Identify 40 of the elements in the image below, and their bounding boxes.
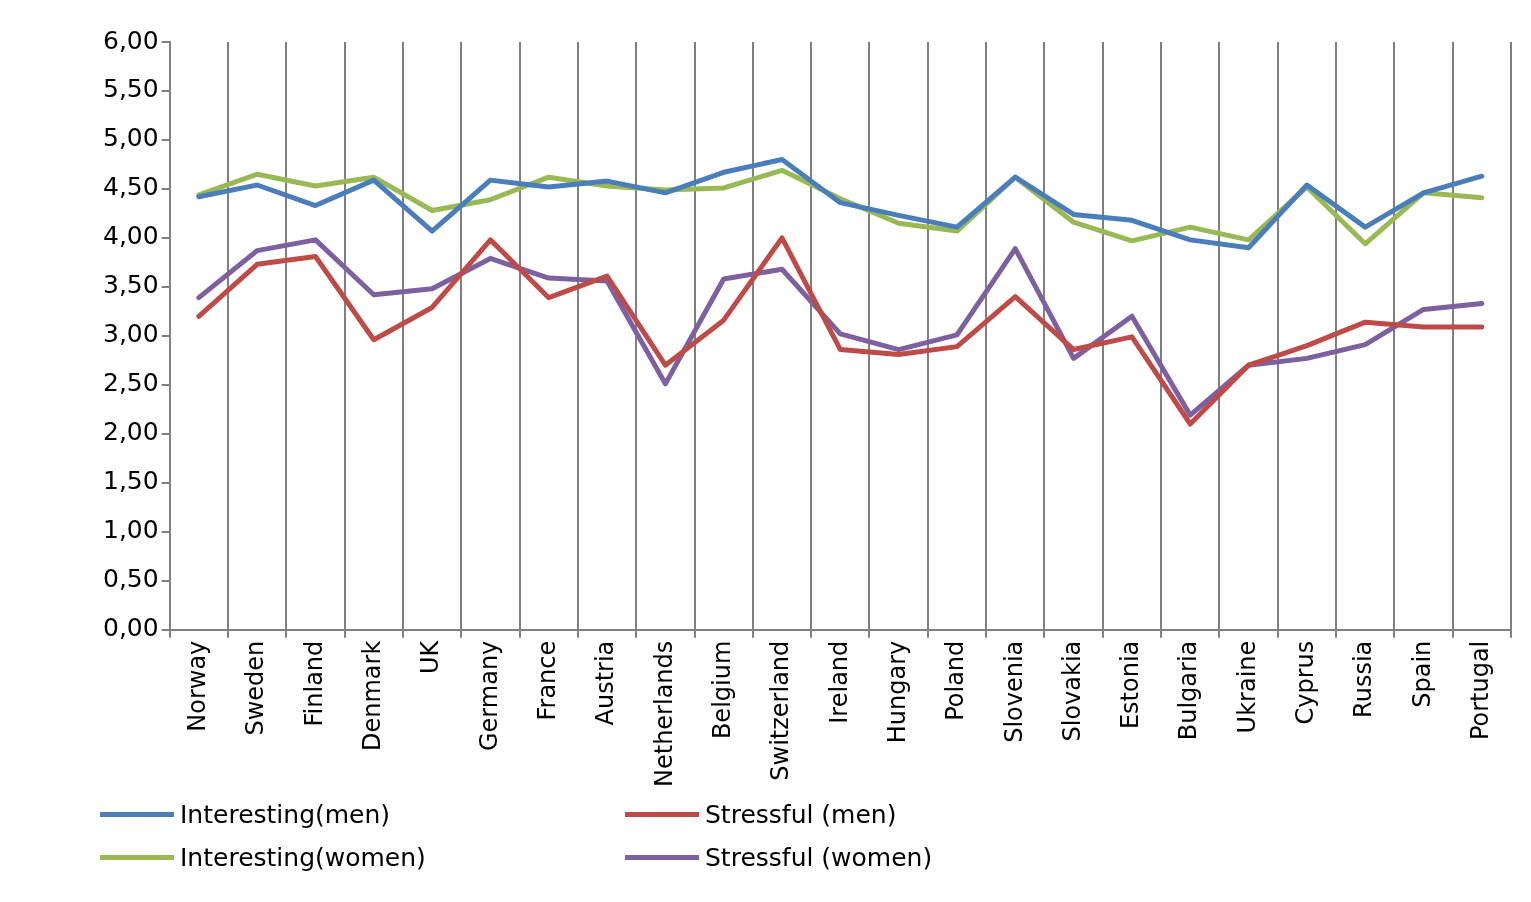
x-tick-label: UK — [416, 639, 445, 675]
x-tick-label: Switzerland — [766, 640, 795, 781]
x-tick-label: France — [532, 640, 561, 721]
y-tick-label: 0,50 — [102, 564, 159, 594]
x-tick-label: Austria — [591, 640, 620, 726]
legend-label: Stressful (women) — [705, 843, 933, 872]
x-tick-label: Sweden — [241, 640, 270, 736]
y-tick-label: 0,00 — [102, 613, 159, 643]
x-tick-label: Estonia — [1116, 640, 1145, 730]
x-tick-label: Slovenia — [999, 640, 1028, 743]
x-tick-label: Russia — [1349, 640, 1378, 718]
x-tick-label: Ireland — [824, 640, 853, 724]
y-tick-label: 4,50 — [102, 172, 159, 202]
y-tick-label: 1,50 — [102, 466, 159, 496]
x-tick-label: Finland — [299, 640, 328, 727]
legend-label: Stressful (men) — [705, 800, 897, 829]
x-tick-label: Slovakia — [1057, 640, 1086, 742]
x-tick-label: Bulgaria — [1174, 640, 1203, 741]
x-tick-label: Spain — [1407, 640, 1436, 708]
x-tick-label: Netherlands — [649, 640, 678, 787]
x-tick-label: Hungary — [882, 640, 911, 744]
x-tick-label: Cyprus — [1291, 640, 1320, 725]
legend-label: Interesting(women) — [180, 843, 426, 872]
y-tick-label: 6,00 — [102, 25, 159, 55]
x-tick-label: Poland — [941, 640, 970, 721]
legend-label: Interesting(men) — [180, 800, 391, 829]
y-tick-label: 5,50 — [102, 74, 159, 104]
x-tick-label: Ukraine — [1232, 640, 1261, 734]
y-tick-label: 3,50 — [102, 270, 159, 300]
y-tick-label: 1,00 — [102, 515, 159, 545]
x-tick-label: Portugal — [1466, 640, 1495, 741]
x-tick-label: Norway — [183, 640, 212, 732]
y-tick-label: 3,00 — [102, 319, 159, 349]
y-tick-label: 5,00 — [102, 123, 159, 153]
y-tick-label: 4,00 — [102, 221, 159, 251]
y-tick-label: 2,50 — [102, 368, 159, 398]
x-tick-label: Belgium — [707, 640, 736, 740]
x-tick-label: Denmark — [358, 640, 387, 752]
x-tick-label: Germany — [474, 640, 503, 752]
y-tick-label: 2,00 — [102, 417, 159, 447]
